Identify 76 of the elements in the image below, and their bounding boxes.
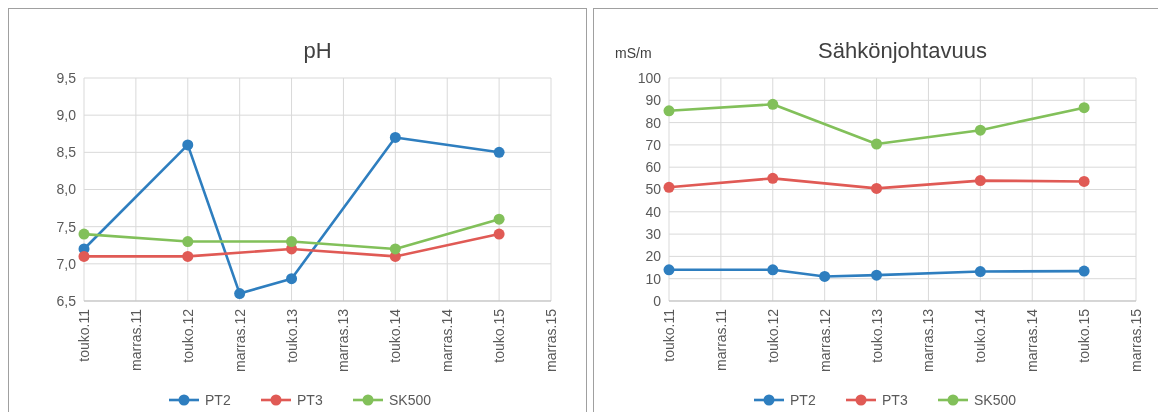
x-tick-label: marras.11 bbox=[712, 308, 729, 371]
legend-label: PT3 bbox=[297, 391, 323, 408]
point bbox=[1078, 175, 1090, 187]
point bbox=[663, 105, 675, 117]
x-tick-label: marras.14 bbox=[1024, 308, 1041, 373]
point bbox=[974, 266, 986, 278]
x-tick-label: marras.13 bbox=[920, 308, 937, 373]
point bbox=[389, 243, 401, 255]
point bbox=[819, 270, 831, 282]
legend-label: PT2 bbox=[205, 391, 231, 408]
x-tick-label: marras.11 bbox=[127, 308, 144, 371]
y-tick-label: 6,5 bbox=[56, 292, 77, 309]
point bbox=[974, 175, 986, 187]
point bbox=[78, 250, 90, 262]
y-tick-label: 20 bbox=[645, 248, 662, 265]
point bbox=[182, 250, 194, 262]
x-tick-label: marras.13 bbox=[335, 308, 352, 373]
point bbox=[767, 98, 779, 110]
x-tick-label: marras.15 bbox=[543, 308, 559, 373]
x-tick-label: marras.12 bbox=[231, 308, 248, 373]
y-tick-label: 7,0 bbox=[56, 255, 77, 272]
y-tick-label: 8,5 bbox=[56, 144, 77, 161]
y-tick-label: 80 bbox=[645, 114, 662, 131]
chart-title: Sähkönjohtavuus bbox=[818, 38, 987, 63]
y-tick-label: 30 bbox=[645, 226, 662, 242]
point bbox=[286, 236, 298, 248]
x-tick-label: marras.14 bbox=[439, 308, 456, 373]
point bbox=[78, 228, 90, 240]
x-tick-label: touko.15 bbox=[1076, 308, 1093, 363]
y-tick-label: 70 bbox=[645, 136, 662, 153]
point bbox=[871, 138, 883, 150]
y-axis-title: mS/m bbox=[615, 45, 652, 61]
point bbox=[871, 182, 883, 194]
legend-label: SK500 bbox=[389, 391, 432, 408]
point bbox=[1078, 102, 1090, 114]
x-tick-label: touko.12 bbox=[764, 308, 781, 363]
point bbox=[286, 273, 298, 285]
point bbox=[389, 131, 401, 143]
y-tick-label: 100 bbox=[637, 69, 662, 86]
point bbox=[767, 264, 779, 276]
y-tick-label: 0 bbox=[653, 292, 662, 309]
x-tick-label: touko.15 bbox=[491, 308, 508, 363]
legend-label: PT3 bbox=[882, 391, 908, 408]
y-tick-label: 9,5 bbox=[56, 69, 77, 86]
x-tick-label: marras.15 bbox=[1128, 308, 1144, 373]
point bbox=[767, 172, 779, 184]
legend-label: PT2 bbox=[790, 391, 816, 408]
point bbox=[182, 139, 194, 151]
x-tick-label: marras.12 bbox=[816, 308, 833, 373]
x-tick-label: touko.13 bbox=[868, 308, 885, 363]
x-tick-label: touko.14 bbox=[387, 308, 404, 363]
chart-title: pH bbox=[303, 38, 332, 63]
x-tick-label: touko.14 bbox=[972, 308, 989, 363]
point bbox=[234, 288, 246, 300]
y-tick-label: 7,5 bbox=[56, 218, 77, 235]
y-tick-label: 60 bbox=[645, 159, 662, 176]
x-tick-label: touko.11 bbox=[661, 308, 677, 362]
legend-label: SK500 bbox=[974, 391, 1017, 408]
point bbox=[182, 236, 194, 248]
x-tick-label: touko.13 bbox=[283, 308, 300, 363]
point bbox=[974, 124, 986, 136]
y-tick-label: 50 bbox=[645, 181, 662, 198]
y-tick-label: 8,0 bbox=[56, 181, 77, 198]
point bbox=[493, 213, 505, 225]
y-tick-label: 40 bbox=[645, 203, 662, 220]
x-tick-label: touko.11 bbox=[76, 308, 92, 362]
point bbox=[663, 181, 675, 193]
point bbox=[493, 146, 505, 158]
y-tick-label: 10 bbox=[645, 270, 662, 287]
point bbox=[1078, 265, 1090, 277]
y-tick-label: 90 bbox=[645, 92, 662, 109]
point bbox=[493, 228, 505, 240]
point bbox=[871, 269, 883, 281]
x-tick-label: touko.12 bbox=[179, 308, 196, 363]
y-tick-label: 9,0 bbox=[56, 107, 77, 124]
point bbox=[663, 264, 675, 276]
